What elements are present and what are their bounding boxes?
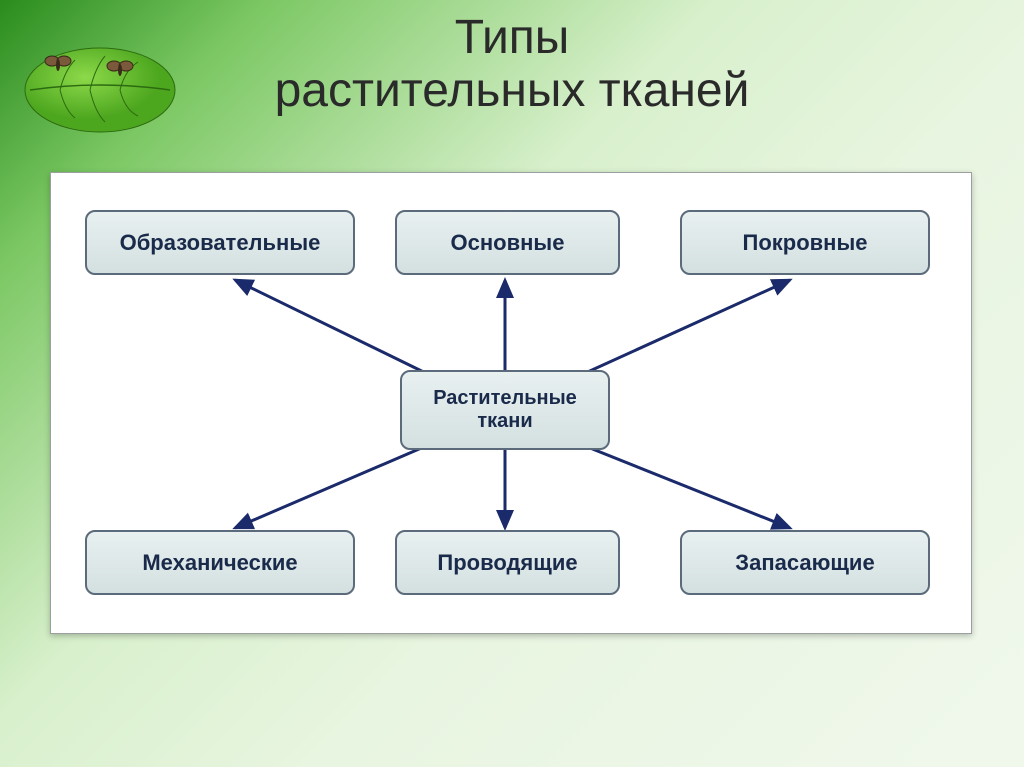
slide-title: Типырастительных тканей — [0, 12, 1024, 118]
node-edu: Образовательные — [85, 210, 355, 275]
node-mech: Механические — [85, 530, 355, 595]
node-cover: Покровные — [680, 210, 930, 275]
node-store: Запасающие — [680, 530, 930, 595]
center-node: Растительныеткани — [400, 370, 610, 450]
node-cond: Проводящие — [395, 530, 620, 595]
node-main: Основные — [395, 210, 620, 275]
slide-root: Типырастительных тканей Растительныеткан… — [0, 0, 1024, 767]
